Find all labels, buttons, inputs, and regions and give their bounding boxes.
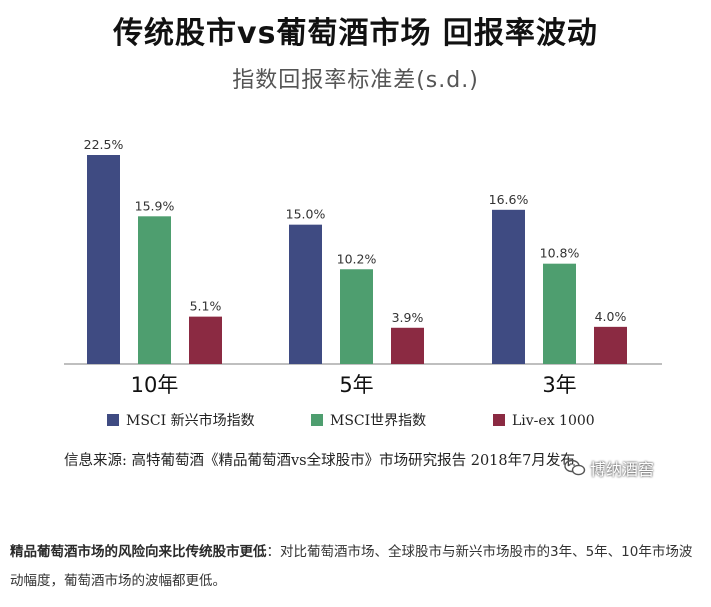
watermark: 博纳酒窖 bbox=[564, 456, 654, 480]
bar bbox=[391, 327, 424, 364]
category-label: 10年 bbox=[131, 373, 179, 397]
bar bbox=[189, 316, 222, 364]
bar-chart: 22.5% 15.9% 5.1% 10年 15.0% 10.2% 3.9% 5年 16.6% 10… bbox=[64, 137, 662, 429]
data-label: 4.0% bbox=[595, 309, 627, 324]
bar bbox=[543, 263, 576, 364]
legend-swatch bbox=[493, 414, 505, 426]
caption: 精品葡萄酒市场的风险向来比传统股市更低：对比葡萄酒市场、全球股市与新兴市场股市的… bbox=[10, 538, 700, 596]
caption-text: ：对比葡萄酒市场、全球股市与新兴市场股市的3年、5年、10年市场波动幅度，葡萄酒… bbox=[10, 544, 693, 589]
chart-title: 传统股市vs葡萄酒市场 回报率波动 bbox=[113, 16, 598, 51]
bar bbox=[289, 224, 322, 364]
watermark-text: 博纳酒窖 bbox=[590, 460, 655, 479]
legend-label: MSCI 新兴市场指数 bbox=[126, 412, 255, 429]
category-label: 5年 bbox=[339, 373, 373, 397]
bar bbox=[492, 209, 525, 364]
caption-bold: 精品葡萄酒市场的风险向来比传统股市更低 bbox=[10, 544, 267, 560]
source-note: 信息来源: 高特葡萄酒《精品葡萄酒vs全球股市》市场研究报告 2018年7月发布 bbox=[64, 453, 575, 469]
legend-swatch bbox=[107, 414, 119, 426]
bar bbox=[87, 155, 120, 364]
data-label: 3.9% bbox=[392, 310, 424, 325]
wechat-icon bbox=[564, 459, 586, 476]
bar bbox=[138, 216, 171, 364]
data-label: 5.1% bbox=[190, 299, 222, 314]
legend-swatch bbox=[311, 414, 323, 426]
legend-label: Liv-ex 1000 bbox=[512, 413, 595, 429]
data-label: 22.5% bbox=[84, 137, 124, 152]
chart-subtitle: 指数回报率标准差(s.d.) bbox=[232, 68, 479, 93]
legend-label: MSCI世界指数 bbox=[330, 413, 426, 429]
data-label: 10.8% bbox=[540, 246, 580, 261]
data-label: 16.6% bbox=[489, 192, 529, 207]
bar bbox=[340, 269, 373, 364]
data-label: 15.9% bbox=[135, 198, 175, 213]
category-label: 3年 bbox=[542, 373, 576, 397]
data-label: 15.0% bbox=[286, 207, 326, 222]
bar bbox=[594, 326, 627, 364]
data-label: 10.2% bbox=[337, 251, 377, 266]
